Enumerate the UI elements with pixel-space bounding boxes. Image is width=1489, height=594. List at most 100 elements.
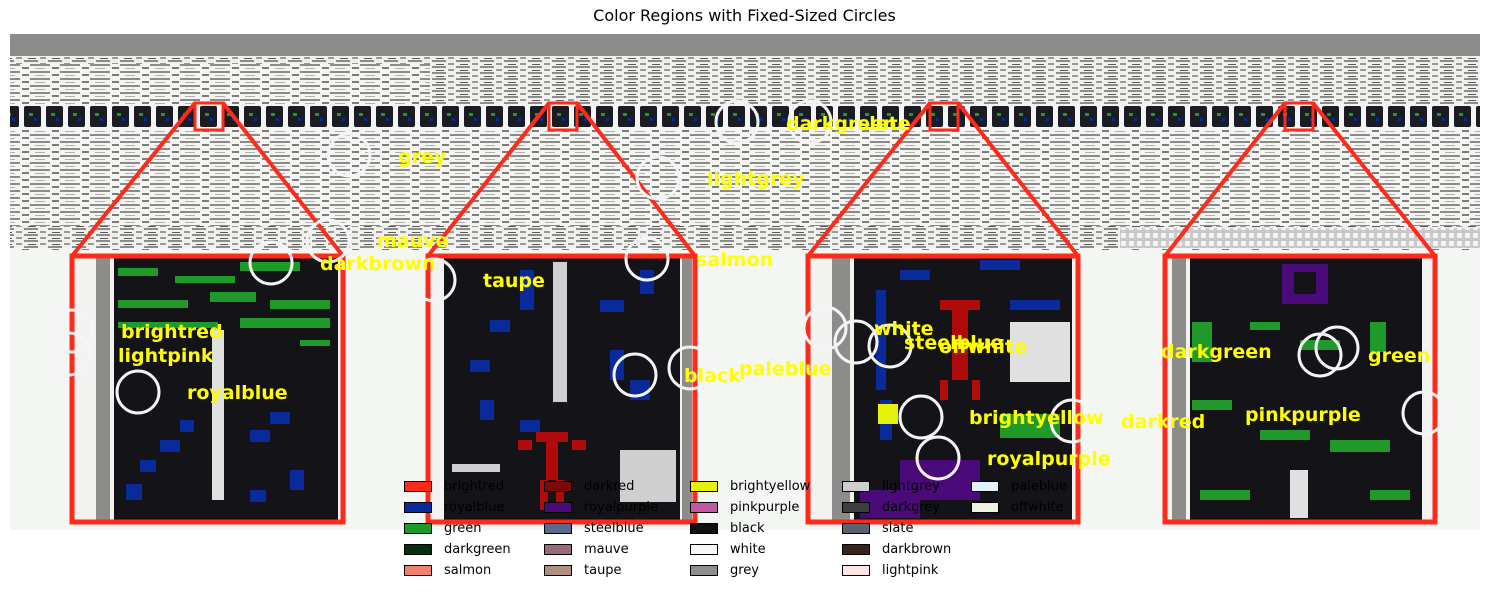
- legend-swatch: [690, 522, 718, 534]
- legend-label: mauve: [584, 541, 629, 557]
- legend-swatch: [404, 522, 432, 534]
- legend-label: salmon: [444, 562, 492, 578]
- circle-marker: [612, 352, 658, 398]
- legend-label: darkred: [584, 478, 635, 494]
- circle-label: mauve: [377, 230, 448, 252]
- circle-label: pinkpurple: [1245, 404, 1361, 426]
- legend-swatch: [842, 501, 870, 513]
- legend-swatch: [544, 501, 572, 513]
- legend-item: darkgrey: [842, 497, 940, 517]
- circle-marker: [411, 257, 457, 303]
- circle-label: royalblue: [187, 382, 288, 404]
- circle-label: lightpink: [118, 345, 214, 367]
- source-box-3: [928, 101, 960, 132]
- zoom-frame-4: [1162, 253, 1438, 525]
- circle-marker: [1049, 398, 1095, 444]
- legend-item: royalblue: [404, 497, 504, 517]
- zoom-connector-3: [806, 101, 1080, 258]
- circle-marker: [326, 132, 372, 178]
- circle-marker: [1401, 390, 1447, 436]
- legend-swatch: [842, 543, 870, 555]
- source-box-1: [193, 101, 225, 132]
- legend-label: pinkpurple: [730, 499, 800, 515]
- legend-item: lightpink: [842, 560, 938, 580]
- legend-label: lightgrey: [882, 478, 940, 494]
- circle-label: offwhite: [939, 336, 1027, 358]
- legend-swatch: [971, 501, 999, 513]
- circle-label: darkbrown: [320, 253, 436, 275]
- legend-item: darkred: [544, 476, 634, 496]
- zoom-panel-1: [72, 256, 343, 522]
- zoom-frame-3: [805, 253, 1081, 525]
- circle-label: white: [874, 318, 934, 340]
- legend-label: brightred: [444, 478, 505, 494]
- legend-swatch: [842, 564, 870, 576]
- legend-label: paleblue: [1011, 478, 1067, 494]
- circle-label: lightgrey: [707, 168, 805, 190]
- zoom-panel-2: [428, 256, 695, 522]
- legend-swatch: [690, 501, 718, 513]
- circle-label: darkgreen: [1161, 341, 1272, 363]
- legend-label: royalblue: [444, 499, 505, 515]
- circle-marker: [624, 236, 670, 282]
- circle-label: green: [1368, 345, 1430, 367]
- circle-marker: [305, 218, 351, 264]
- legend-item: royalpurple: [544, 497, 658, 517]
- source-box-4: [1283, 101, 1315, 132]
- circle-marker: [787, 99, 833, 145]
- legend-swatch: [690, 564, 718, 576]
- legend-swatch: [404, 480, 432, 492]
- legend-item: slate: [842, 518, 913, 538]
- circle-marker: [248, 240, 294, 286]
- legend-label: green: [444, 520, 482, 536]
- legend-swatch: [404, 501, 432, 513]
- zoom-panel-3: [808, 256, 1078, 522]
- legend-label: white: [730, 541, 766, 557]
- circle-label: darkgreen: [786, 113, 897, 135]
- legend-label: darkgrey: [882, 499, 941, 515]
- legend-swatch: [690, 543, 718, 555]
- legend-label: taupe: [584, 562, 622, 578]
- legend-swatch: [544, 564, 572, 576]
- legend-item: paleblue: [971, 476, 1067, 496]
- legend-item: black: [690, 518, 765, 538]
- legend-label: steelblue: [584, 520, 644, 536]
- legend-item: lightgrey: [842, 476, 940, 496]
- legend-item: pinkpurple: [690, 497, 799, 517]
- circle-marker: [898, 394, 944, 440]
- legend-item: mauve: [544, 539, 629, 559]
- legend-swatch: [544, 480, 572, 492]
- circle-label: salmon: [696, 249, 773, 271]
- circle-label: brightyellow: [969, 407, 1104, 429]
- circle-marker: [46, 331, 92, 377]
- legend-swatch: [404, 564, 432, 576]
- legend-label: royalpurple: [584, 499, 658, 515]
- zoom-connector-4: [1163, 101, 1437, 258]
- circle-label: darkred: [1121, 411, 1205, 433]
- legend-label: brightyellow: [730, 478, 811, 494]
- circle-label: steelblue: [904, 332, 1003, 354]
- legend-item: darkgreen: [404, 539, 511, 559]
- circle-label: grey: [398, 146, 447, 168]
- circle-label: brightred: [121, 321, 223, 343]
- circle-marker: [867, 323, 913, 369]
- legend-item: green: [404, 518, 482, 538]
- circle-marker: [714, 99, 760, 145]
- legend-swatch: [544, 522, 572, 534]
- legend-label: offwhite: [1011, 499, 1064, 515]
- legend-label: lightpink: [882, 562, 939, 578]
- legend-swatch: [971, 480, 999, 492]
- source-box-2: [547, 101, 579, 132]
- legend-swatch: [544, 543, 572, 555]
- circle-marker: [915, 435, 961, 481]
- circle-label: paleblue: [739, 358, 831, 380]
- circle-marker: [115, 369, 161, 415]
- circle-marker: [667, 345, 713, 391]
- zoom-frame-1: [69, 253, 346, 525]
- circle-marker: [49, 308, 95, 354]
- legend-label: slate: [882, 520, 914, 536]
- legend-label: darkbrown: [882, 541, 952, 557]
- circle-label: royalpurple: [987, 448, 1111, 470]
- legend-item: brightyellow: [690, 476, 810, 496]
